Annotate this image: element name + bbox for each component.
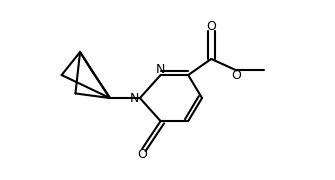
- Text: O: O: [231, 69, 242, 82]
- Text: O: O: [206, 20, 216, 33]
- Text: O: O: [137, 148, 147, 161]
- Text: N: N: [156, 63, 165, 76]
- Text: N: N: [129, 92, 139, 105]
